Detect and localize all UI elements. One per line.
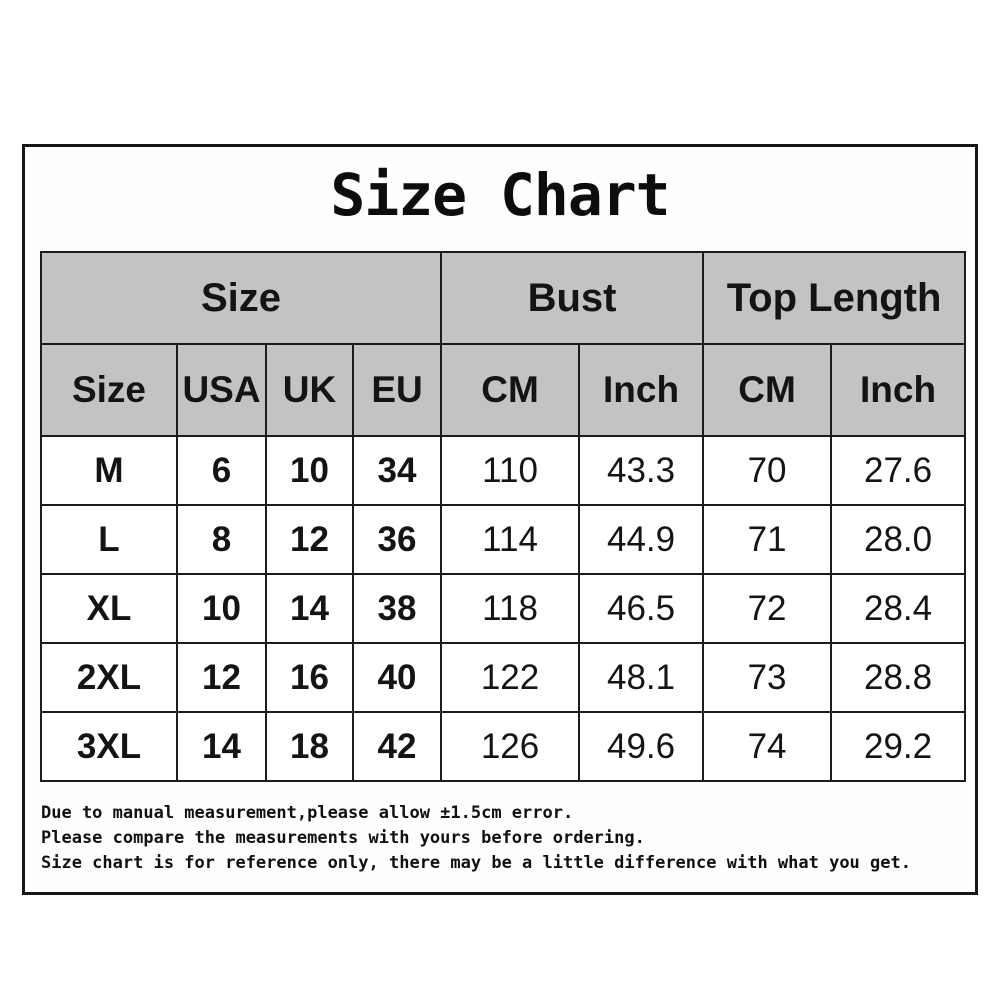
column-header-eu: EU [351, 343, 443, 437]
table-cell: 2XL [40, 642, 178, 713]
table-cell: 29.2 [830, 711, 967, 782]
table-cell: 110 [440, 435, 581, 506]
table-cell: 44.9 [578, 504, 705, 575]
table-row-3xl: 3XL 14 18 42 126 49.6 74 29.2 [40, 711, 967, 782]
table-cell: 71 [702, 504, 833, 575]
table-cell: 12 [265, 504, 354, 575]
column-header-uk: UK [265, 343, 354, 437]
group-header-bust: Bust [440, 251, 705, 345]
table-cell: 122 [440, 642, 581, 713]
table-cell: 28.0 [830, 504, 967, 575]
table-cell: 10 [176, 573, 267, 644]
table-cell: M [40, 435, 178, 506]
table-cell: 40 [351, 642, 443, 713]
table-cell: 28.8 [830, 642, 967, 713]
column-header-length-inch: Inch [830, 343, 967, 437]
table-cell: L [40, 504, 178, 575]
table-cell: 8 [176, 504, 267, 575]
table-cell: 3XL [40, 711, 178, 782]
table-cell: 46.5 [578, 573, 705, 644]
table-cell: 34 [351, 435, 443, 506]
measurement-notes: Due to manual measurement,please allow ±… [41, 801, 961, 876]
table-cell: 43.3 [578, 435, 705, 506]
table-cell: 18 [265, 711, 354, 782]
size-chart-panel: Size Chart Size Bust Top Length Size USA… [22, 144, 978, 895]
table-cell: 6 [176, 435, 267, 506]
table-cell: 74 [702, 711, 833, 782]
table-cell: 16 [265, 642, 354, 713]
column-header-bust-inch: Inch [578, 343, 705, 437]
note-line-3: Size chart is for reference only, there … [41, 853, 911, 873]
table-row-xl: XL 10 14 38 118 46.5 72 28.4 [40, 573, 967, 644]
table-cell: 70 [702, 435, 833, 506]
table-column-header-row: Size USA UK EU CM Inch CM Inch [40, 343, 967, 437]
table-cell: 36 [351, 504, 443, 575]
table-cell: 72 [702, 573, 833, 644]
table-row-2xl: 2XL 12 16 40 122 48.1 73 28.8 [40, 642, 967, 713]
note-line-1: Due to manual measurement,please allow ±… [41, 803, 574, 823]
column-header-bust-cm: CM [440, 343, 581, 437]
column-header-usa: USA [176, 343, 267, 437]
column-header-size: Size [40, 343, 178, 437]
table-cell: 27.6 [830, 435, 967, 506]
table-cell: 42 [351, 711, 443, 782]
table-row-l: L 8 12 36 114 44.9 71 28.0 [40, 504, 967, 575]
table-cell: 73 [702, 642, 833, 713]
table-cell: 49.6 [578, 711, 705, 782]
table-cell: 126 [440, 711, 581, 782]
table-cell: 12 [176, 642, 267, 713]
group-header-size: Size [39, 251, 443, 345]
table-group-header-row: Size Bust Top Length [39, 251, 967, 345]
table-cell: XL [40, 573, 178, 644]
page-title: Size Chart [330, 161, 670, 229]
table-cell: 14 [265, 573, 354, 644]
table-cell: 38 [351, 573, 443, 644]
table-cell: 114 [440, 504, 581, 575]
size-chart-table: Size Bust Top Length Size USA UK EU CM I… [39, 251, 967, 782]
group-header-top-length: Top Length [702, 251, 967, 345]
table-cell: 10 [265, 435, 354, 506]
table-cell: 28.4 [830, 573, 967, 644]
note-line-2: Please compare the measurements with you… [41, 828, 645, 848]
table-cell: 14 [176, 711, 267, 782]
column-header-length-cm: CM [702, 343, 833, 437]
table-cell: 118 [440, 573, 581, 644]
table-cell: 48.1 [578, 642, 705, 713]
table-row-m: M 6 10 34 110 43.3 70 27.6 [40, 435, 967, 506]
